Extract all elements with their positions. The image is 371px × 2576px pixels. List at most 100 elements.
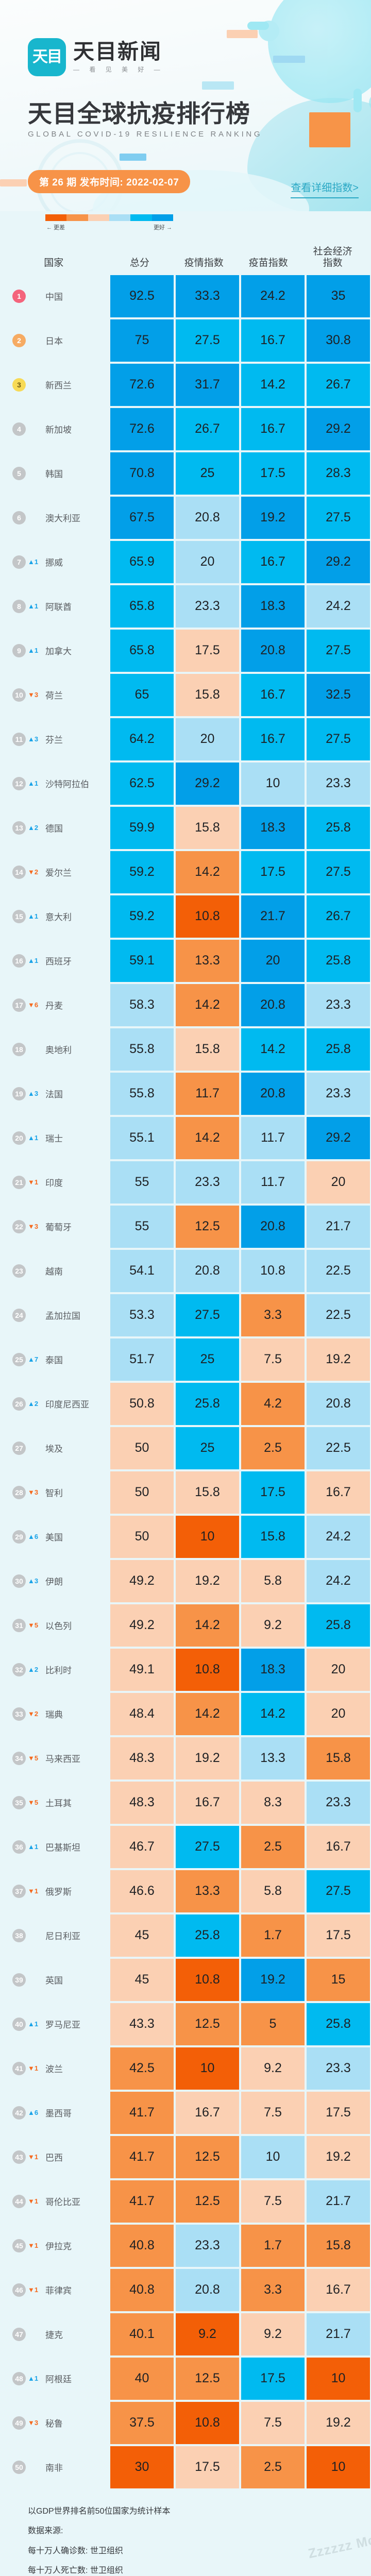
issue-badge: 第 26 期 发布时间: 2022-02-07 bbox=[28, 170, 191, 193]
country-cell: 31 ▼5 以色列 bbox=[0, 1603, 109, 1648]
vaccine-index-cell: 20.8 bbox=[240, 1071, 306, 1116]
country-name: 芬兰 bbox=[45, 735, 63, 745]
table-header-row: 国家 总分 疫情指数 疫苗指数 社会经济 指数 bbox=[0, 245, 371, 274]
rank-badge: 47 bbox=[12, 2327, 26, 2341]
total-score-cell: 58.3 bbox=[109, 982, 175, 1027]
rank-badge: 35 bbox=[12, 1795, 26, 1809]
vaccine-index-cell: 21.7 bbox=[240, 894, 306, 939]
rank-badge: 17 bbox=[12, 998, 26, 1012]
rank-down-icon: ▼3 bbox=[28, 1488, 39, 1497]
total-score-cell: 92.5 bbox=[109, 274, 175, 318]
epidemic-index-cell: 10.8 bbox=[175, 894, 240, 939]
rank-unchanged: · bbox=[28, 425, 43, 433]
country-cell: 48 ▲1 阿根廷 bbox=[0, 2357, 109, 2401]
country-cell: 17 ▼6 丹麦 bbox=[0, 983, 109, 1027]
rank-badge: 43 bbox=[12, 2150, 26, 2164]
rank-badge: 45 bbox=[12, 2239, 26, 2252]
rank-unchanged: · bbox=[28, 1976, 43, 1984]
country-name: 以色列 bbox=[45, 1621, 72, 1632]
country-name: 荷兰 bbox=[45, 691, 63, 701]
socioeconomic-index-cell: 27.5 bbox=[306, 850, 371, 894]
country-name: 巴基斯坦 bbox=[45, 1843, 80, 1853]
vaccine-index-cell: 3.3 bbox=[240, 1293, 306, 1337]
legend-swatch bbox=[66, 214, 88, 221]
rank-up-icon: ▲7 bbox=[28, 1355, 39, 1364]
epidemic-index-cell: 15.8 bbox=[175, 1027, 240, 1072]
epidemic-index-cell: 10.8 bbox=[175, 2400, 240, 2445]
rank-badge: 12 bbox=[12, 776, 26, 790]
legend-swatch bbox=[130, 214, 152, 221]
vaccine-index-cell: 14.2 bbox=[240, 362, 306, 407]
table-row: 21 ▼1 印度 55 23.3 11.7 20 bbox=[0, 1160, 371, 1205]
table-row: 30 ▲3 伊朗 49.2 19.2 5.8 24.2 bbox=[0, 1558, 371, 1603]
rank-up-icon: ▲2 bbox=[28, 1400, 39, 1408]
vaccine-index-cell: 17.5 bbox=[240, 850, 306, 894]
country-cell: 4·新加坡 bbox=[0, 407, 109, 451]
legend-worse-label: ← 更差 bbox=[46, 225, 65, 231]
total-score-cell: 75 bbox=[109, 318, 175, 363]
country-name: 爱尔兰 bbox=[45, 868, 72, 878]
table-row: 36 ▲1 巴基斯坦 46.7 27.5 2.5 16.7 bbox=[0, 1824, 371, 1869]
ranking-table: ← 更差 更好 → 国家 总分 疫情指数 疫苗指数 社会经济 指数 1·中国92… bbox=[0, 211, 371, 2489]
rank-badge: 32 bbox=[12, 1663, 26, 1676]
total-score-cell: 49.2 bbox=[109, 1603, 175, 1648]
vaccine-index-cell: 20 bbox=[240, 938, 306, 983]
vaccine-index-cell: 17.5 bbox=[240, 451, 306, 496]
socioeconomic-index-cell: 24.2 bbox=[306, 1514, 371, 1559]
view-details-link[interactable]: 查看详细指数> bbox=[291, 179, 359, 198]
rank-down-icon: ▼3 bbox=[28, 1223, 39, 1231]
country-name: 英国 bbox=[45, 1976, 63, 1986]
vaccine-index-cell: 3.3 bbox=[240, 2267, 306, 2312]
epidemic-index-cell: 25.8 bbox=[175, 1913, 240, 1958]
country-cell: 37 ▼1 俄罗斯 bbox=[0, 1869, 109, 1913]
socioeconomic-index-cell: 32.5 bbox=[306, 672, 371, 717]
epidemic-index-cell: 17.5 bbox=[175, 2445, 240, 2489]
vaccine-index-cell: 7.5 bbox=[240, 2179, 306, 2224]
socioeconomic-index-cell: 15.8 bbox=[306, 1736, 371, 1781]
brand-slogan: — 看 见 美 好 — bbox=[73, 66, 164, 74]
epidemic-index-cell: 25 bbox=[175, 1426, 240, 1470]
country-name: 俄罗斯 bbox=[45, 1887, 72, 1897]
country-name: 德国 bbox=[45, 824, 63, 834]
country-name: 印度 bbox=[45, 1178, 63, 1189]
rank-unchanged: · bbox=[28, 292, 43, 300]
total-score-cell: 50 bbox=[109, 1426, 175, 1470]
epidemic-index-cell: 14.2 bbox=[175, 1603, 240, 1648]
country-name: 奥地利 bbox=[45, 1045, 72, 1056]
table-row: 16 ▲1 西班牙 59.1 13.3 20 25.8 bbox=[0, 938, 371, 983]
rank-up-icon: ▲1 bbox=[28, 957, 39, 965]
rank-badge: 49 bbox=[12, 2416, 26, 2430]
decor-ribbon bbox=[202, 81, 234, 90]
socioeconomic-index-cell: 10 bbox=[306, 2445, 371, 2489]
total-score-cell: 49.1 bbox=[109, 1647, 175, 1692]
country-name: 罗马尼亚 bbox=[45, 2020, 80, 2030]
page-subtitle: GLOBAL COVID-19 RESILIENCE RANKING bbox=[28, 130, 263, 139]
table-row: 44 ▼1 哥伦比亚 41.7 12.5 7.5 21.7 bbox=[0, 2179, 371, 2224]
legend-swatch bbox=[151, 214, 173, 221]
data-source-line: 以GDP世界排名前50位国家为统计样本 bbox=[28, 2506, 171, 2516]
socioeconomic-index-cell: 15 bbox=[306, 1957, 371, 2002]
epidemic-index-cell: 14.2 bbox=[175, 1691, 240, 1736]
vaccine-index-cell: 11.7 bbox=[240, 1160, 306, 1205]
column-header-epidemic: 疫情指数 bbox=[184, 257, 224, 268]
socioeconomic-index-cell: 19.2 bbox=[306, 1337, 371, 1382]
legend-better-label: 更好 → bbox=[153, 225, 172, 231]
rank-unchanged: · bbox=[28, 1311, 43, 1319]
country-name: 新西兰 bbox=[45, 381, 72, 391]
epidemic-index-cell: 23.3 bbox=[175, 584, 240, 629]
vaccine-index-cell: 2.5 bbox=[240, 2445, 306, 2489]
country-cell: 36 ▲1 巴基斯坦 bbox=[0, 1825, 109, 1869]
table-row: 45 ▼1 伊拉克 40.8 23.3 1.7 15.8 bbox=[0, 2223, 371, 2268]
rank-down-icon: ▼1 bbox=[28, 2197, 39, 2206]
vaccine-index-cell: 18.3 bbox=[240, 1647, 306, 1692]
rank-badge: 5 bbox=[12, 466, 26, 480]
epidemic-index-cell: 29.2 bbox=[175, 761, 240, 806]
rank-up-icon: ▲6 bbox=[28, 2109, 39, 2117]
rank-badge: 46 bbox=[12, 2283, 26, 2297]
vaccine-index-cell: 16.7 bbox=[240, 717, 306, 761]
epidemic-index-cell: 13.3 bbox=[175, 938, 240, 983]
socioeconomic-index-cell: 27.5 bbox=[306, 1869, 371, 1913]
country-cell: 1·中国 bbox=[0, 274, 109, 318]
socioeconomic-index-cell: 20 bbox=[306, 1160, 371, 1205]
country-cell: 46 ▼1 菲律宾 bbox=[0, 2268, 109, 2312]
